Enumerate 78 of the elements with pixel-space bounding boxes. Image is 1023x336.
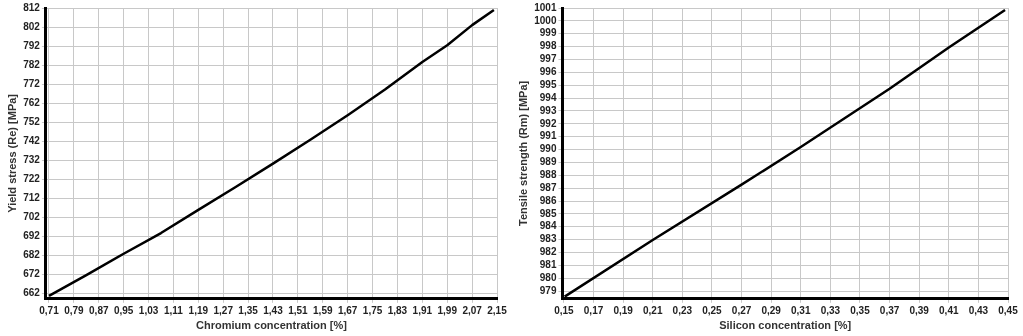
y-tick-label: 762 bbox=[23, 96, 41, 108]
y-tick-label: 1001 bbox=[534, 1, 557, 13]
y-tick-label: 792 bbox=[23, 39, 41, 51]
y-tick-label: 812 bbox=[23, 1, 41, 13]
x-tick-label: 0,45 bbox=[998, 304, 1019, 316]
x-tick-label: 0,23 bbox=[672, 304, 693, 316]
x-tick-label: 0,25 bbox=[702, 304, 723, 316]
y-tick-label: 985 bbox=[539, 207, 557, 219]
x-tick-label: 1,43 bbox=[263, 304, 284, 316]
x-tick-label: 1,99 bbox=[437, 304, 458, 316]
y-tick-label: 996 bbox=[539, 66, 557, 78]
x-tick-label: 0,15 bbox=[554, 304, 575, 316]
x-tick-label: 1,75 bbox=[362, 304, 383, 316]
x-tick-label: 0,79 bbox=[64, 304, 85, 316]
y-tick-label: 997 bbox=[539, 53, 557, 65]
y-axis-title: Tensile strength (Rm) [MPa] bbox=[516, 80, 529, 227]
x-tick-label: 2,07 bbox=[462, 304, 483, 316]
y-tick-label: 662 bbox=[23, 286, 41, 298]
x-tick-label: 1,67 bbox=[337, 304, 358, 316]
x-tick-label: 1,19 bbox=[188, 304, 209, 316]
y-tick-label: 722 bbox=[23, 172, 41, 184]
y-tick-label: 990 bbox=[539, 143, 557, 155]
x-axis-title: Silicon concentration [%] bbox=[719, 319, 852, 332]
y-tick-label: 782 bbox=[23, 58, 41, 70]
y-tick-label: 987 bbox=[539, 181, 557, 193]
x-tick-label: 1,91 bbox=[412, 304, 433, 316]
y-tick-label: 802 bbox=[23, 20, 41, 32]
y-tick-label: 983 bbox=[539, 233, 557, 245]
x-tick-label: 1,11 bbox=[163, 304, 184, 316]
y-tick-label: 988 bbox=[539, 169, 557, 181]
y-tick-label: 984 bbox=[539, 220, 557, 232]
y-tick-label: 989 bbox=[539, 156, 557, 168]
y-tick-label: 995 bbox=[539, 78, 557, 90]
y-tick-label: 752 bbox=[23, 115, 41, 127]
y-tick-label: 993 bbox=[539, 104, 557, 116]
x-tick-label: 2,15 bbox=[487, 304, 508, 316]
y-tick-label: 672 bbox=[23, 267, 41, 279]
x-tick-label: 0,27 bbox=[731, 304, 752, 316]
x-axis-title: Chromium concentration [%] bbox=[195, 319, 348, 332]
y-tick-label: 742 bbox=[23, 134, 41, 146]
y-tick-label: 980 bbox=[539, 271, 557, 283]
y-tick-label: 692 bbox=[23, 229, 41, 241]
y-tick-label: 999 bbox=[539, 27, 557, 39]
x-tick-label: 1,27 bbox=[213, 304, 234, 316]
x-tick-label: 1,03 bbox=[138, 304, 159, 316]
y-tick-label: 1000 bbox=[534, 14, 557, 26]
y-tick-label: 732 bbox=[23, 153, 41, 165]
x-tick-label: 0,19 bbox=[613, 304, 634, 316]
y-tick-label: 982 bbox=[539, 246, 557, 258]
x-tick-label: 0,21 bbox=[643, 304, 663, 316]
x-tick-label: 1,51 bbox=[288, 304, 309, 316]
y-tick-label: 979 bbox=[539, 284, 557, 296]
x-tick-label: 0,31 bbox=[791, 304, 811, 316]
x-tick-label: 0,71 bbox=[39, 304, 60, 316]
x-tick-label: 1,59 bbox=[313, 304, 333, 316]
y-tick-label: 772 bbox=[23, 77, 41, 89]
y-tick-label: 986 bbox=[539, 194, 557, 206]
x-tick-label: 0,43 bbox=[968, 304, 989, 316]
x-tick-label: 1,35 bbox=[238, 304, 259, 316]
x-tick-label: 0,87 bbox=[89, 304, 109, 316]
y-tick-label: 712 bbox=[23, 191, 41, 203]
y-tick-label: 994 bbox=[539, 91, 557, 103]
y-tick-label: 998 bbox=[539, 40, 557, 52]
x-tick-label: 0,17 bbox=[583, 304, 604, 316]
y-tick-label: 991 bbox=[539, 130, 557, 142]
x-tick-label: 1,83 bbox=[387, 304, 408, 316]
y-tick-label: 992 bbox=[539, 117, 557, 129]
y-tick-label: 682 bbox=[23, 248, 41, 260]
x-tick-label: 0,35 bbox=[850, 304, 871, 316]
x-tick-label: 0,39 bbox=[909, 304, 930, 316]
y-tick-label: 702 bbox=[23, 210, 41, 222]
x-tick-label: 0,29 bbox=[761, 304, 782, 316]
x-tick-label: 0,37 bbox=[879, 304, 900, 316]
y-axis-title: Yield stress (Re) [MPa] bbox=[5, 93, 18, 213]
x-tick-label: 0,33 bbox=[820, 304, 841, 316]
x-tick-label: 0,41 bbox=[939, 304, 959, 316]
y-tick-label: 981 bbox=[539, 259, 557, 271]
x-tick-label: 0,95 bbox=[113, 304, 134, 316]
